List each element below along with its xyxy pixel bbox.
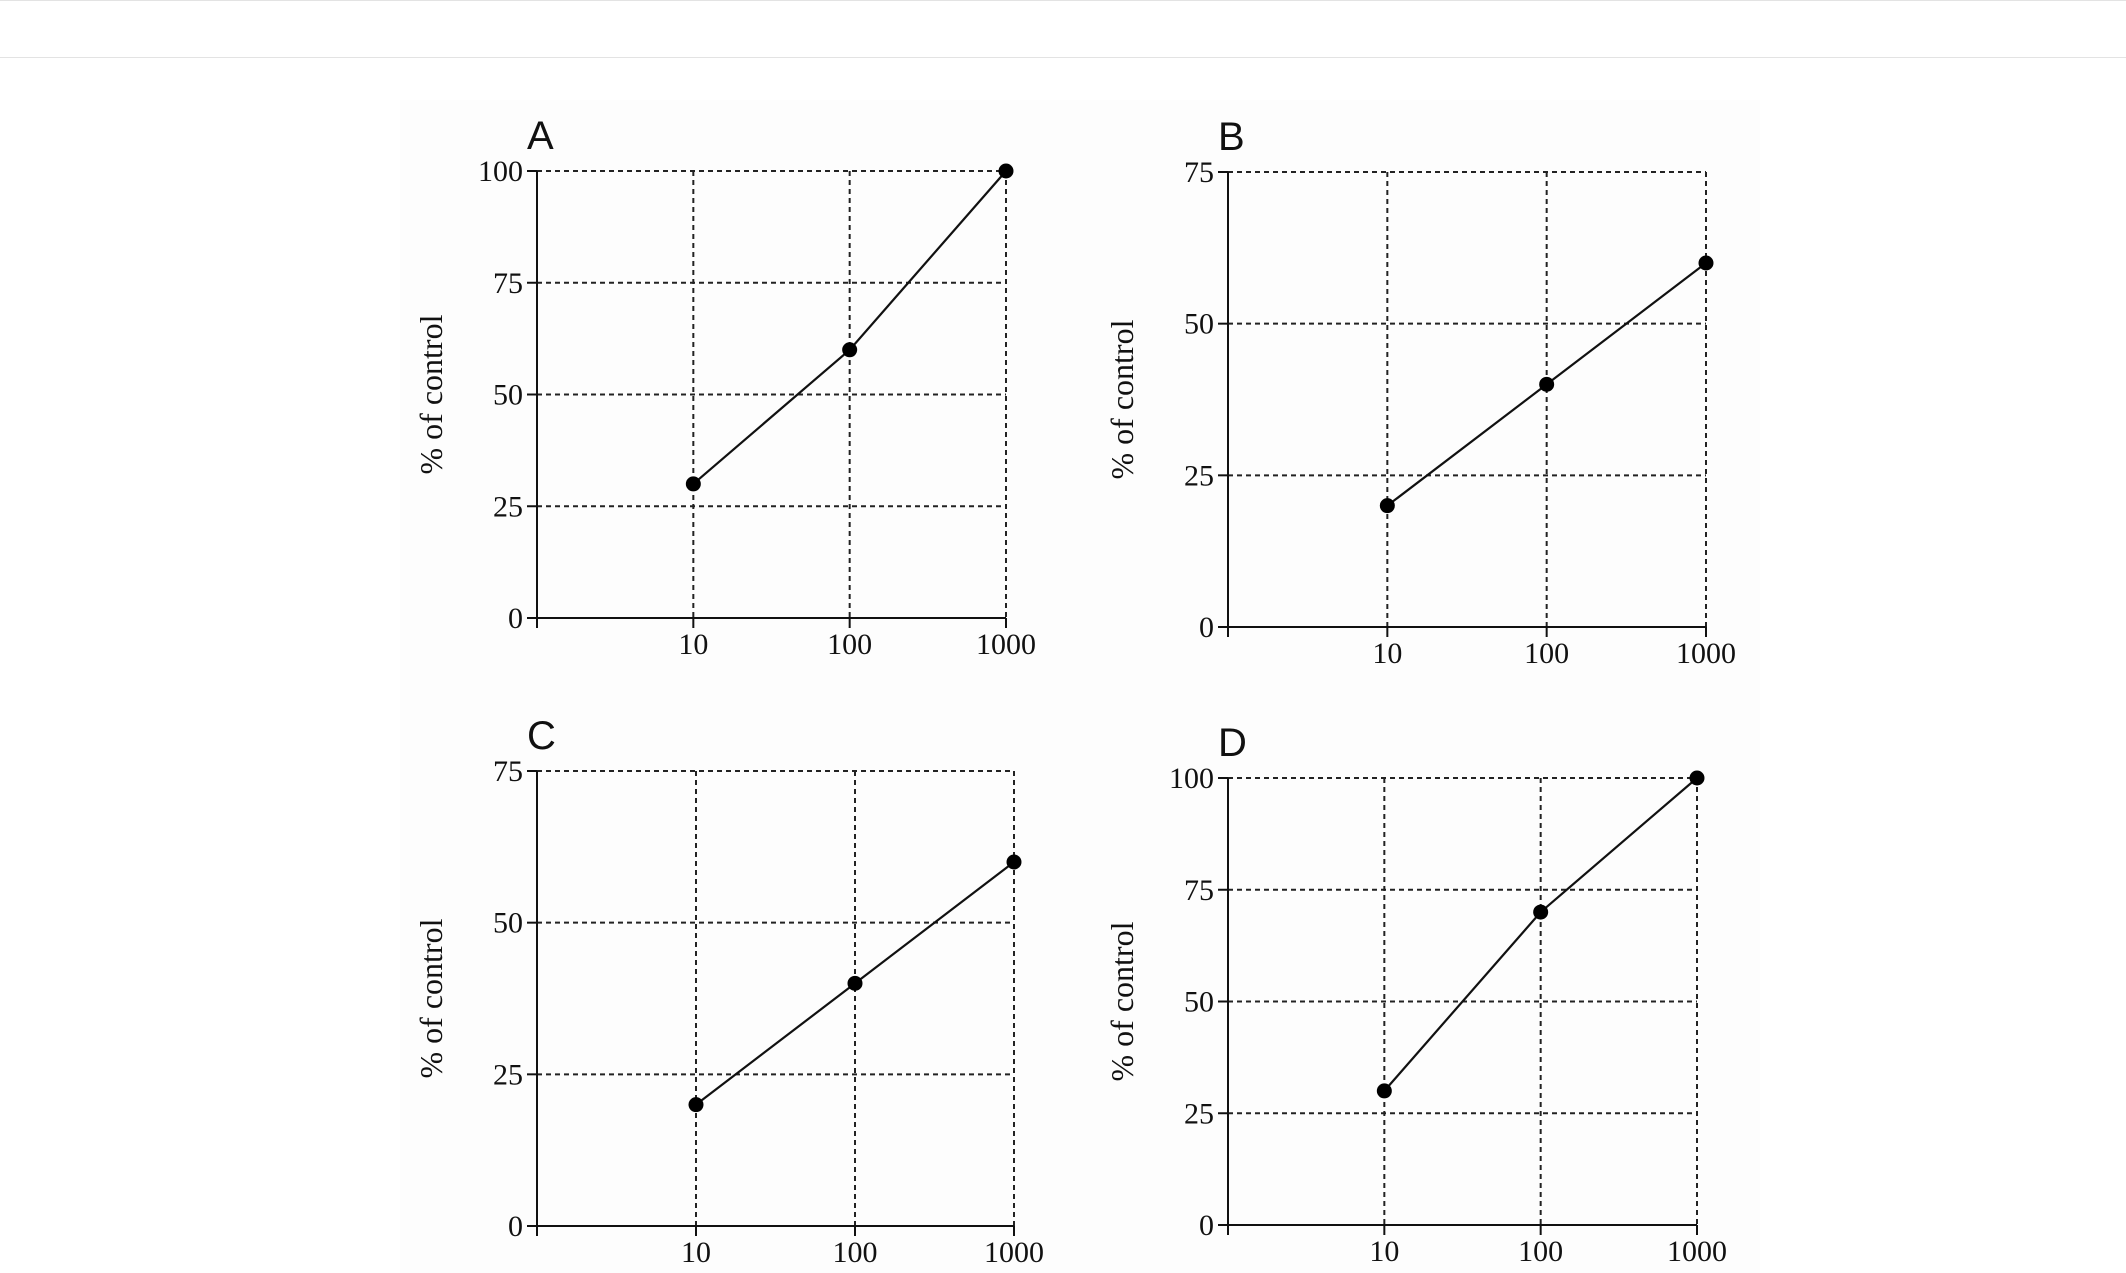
data-point	[1006, 854, 1022, 870]
y-tick-label: 50	[1184, 986, 1214, 1019]
x-tick-label: 100	[1524, 637, 1569, 670]
y-axis-label: % of control	[413, 918, 449, 1078]
x-tick-label: 100	[1518, 1235, 1563, 1268]
y-tick-label: 75	[1184, 156, 1214, 189]
x-tick-label: 10	[681, 1236, 711, 1269]
data-point	[847, 975, 863, 991]
data-point	[1689, 770, 1705, 786]
y-tick-label: 75	[493, 755, 523, 788]
panel-A: 0 25 50 75 100 10 100 1000 A % of control	[413, 114, 1036, 661]
y-tick-label: 25	[493, 490, 523, 523]
y-tick-label: 75	[493, 267, 523, 300]
x-tick-label: 1000	[1676, 637, 1736, 670]
y-tick-label: 0	[508, 1210, 523, 1243]
panel-C: 0 25 50 75 10 100 1000 C % of control	[413, 714, 1044, 1269]
x-tick-label: 10	[1369, 1235, 1399, 1268]
x-tick-label: 10	[678, 628, 708, 661]
x-tick-label: 1000	[1667, 1235, 1727, 1268]
x-tick-label: 100	[827, 628, 872, 661]
figure-background	[400, 100, 1760, 1273]
y-tick-label: 50	[1184, 308, 1214, 341]
y-tick-label: 25	[1184, 1097, 1214, 1130]
panel-letter: D	[1218, 721, 1247, 765]
data-point	[688, 1097, 704, 1113]
data-point	[1533, 904, 1549, 920]
panel-D: 0 25 50 75 100 10 100 1000 D % of control	[1104, 721, 1727, 1268]
y-axis-label: % of control	[1104, 921, 1140, 1081]
panel-letter: B	[1218, 115, 1245, 159]
y-axis-label: % of control	[1104, 319, 1140, 479]
y-tick-label: 75	[1184, 874, 1214, 907]
x-tick-label: 1000	[984, 1236, 1044, 1269]
data-point	[1698, 255, 1714, 271]
y-tick-label: 100	[478, 155, 523, 188]
y-tick-label: 0	[1199, 611, 1214, 644]
panel-letter: A	[527, 114, 554, 158]
top-bar	[0, 0, 2126, 58]
y-axis-label: % of control	[413, 314, 449, 474]
y-tick-label: 50	[493, 907, 523, 940]
panel-B: 0 25 50 75 10 100 1000 B % of control	[1104, 115, 1736, 670]
y-tick-label: 25	[1184, 459, 1214, 492]
y-tick-label: 50	[493, 379, 523, 412]
data-point	[1376, 1083, 1392, 1099]
y-tick-label: 100	[1169, 762, 1214, 795]
data-point	[842, 342, 858, 358]
y-tick-label: 0	[508, 602, 523, 635]
y-tick-label: 0	[1199, 1209, 1214, 1242]
data-point	[1379, 498, 1395, 514]
data-point	[1539, 376, 1555, 392]
y-tick-label: 25	[493, 1058, 523, 1091]
data-point	[998, 163, 1014, 179]
panel-letter: C	[527, 714, 556, 758]
x-tick-label: 1000	[976, 628, 1036, 661]
x-tick-label: 100	[833, 1236, 878, 1269]
x-tick-label: 10	[1372, 637, 1402, 670]
data-point	[685, 476, 701, 492]
